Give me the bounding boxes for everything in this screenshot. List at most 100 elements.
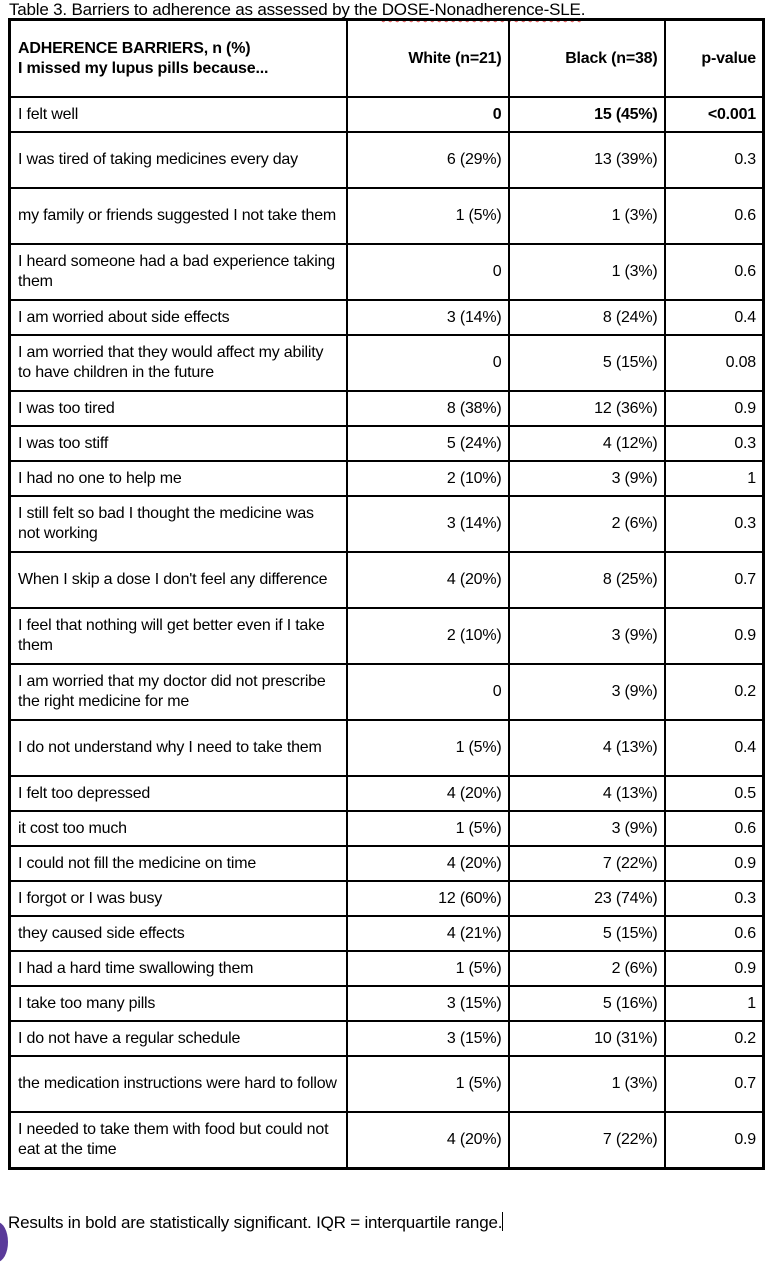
black-value: 3 (9%) (507, 607, 666, 665)
table-row: I felt too depressed 4 (20%) 4 (13%) 0.5 (8, 775, 765, 812)
text-cursor (502, 1212, 504, 1231)
barrier-label: I still felt so bad I thought the medici… (8, 495, 348, 553)
table-row: they caused side effects 4 (21%) 5 (15%) 0.… (8, 915, 765, 952)
black-value: 3 (9%) (507, 663, 666, 721)
p-value: 0.3 (663, 495, 765, 553)
adherence-barriers-table: ADHERENCE BARRIERS, n (%) I missed my lup… (8, 18, 765, 1170)
barrier-label: I do not have a regular schedule (8, 1020, 348, 1057)
white-value: 0 (345, 96, 510, 133)
barrier-label: they caused side effects (8, 915, 348, 952)
table-row: I take too many pills 3 (15%) 5 (16%) 1 (8, 985, 765, 1022)
black-value: 23 (74%) (507, 880, 666, 917)
white-value: 3 (14%) (345, 495, 510, 553)
black-value: 7 (22%) (507, 845, 666, 882)
p-value: 1 (663, 985, 765, 1022)
barrier-label: it cost too much (8, 810, 348, 847)
table-row: I am worried about side effects 3 (14%) 8 … (8, 299, 765, 336)
footnote-text: Results in bold are statistically signif… (8, 1213, 503, 1232)
caption-text: Table 3. Barriers to adherence as assess… (9, 0, 382, 19)
window-corner-decoration (0, 1222, 8, 1262)
white-value: 5 (24%) (345, 425, 510, 462)
barrier-label: I had no one to help me (8, 460, 348, 497)
white-value: 0 (345, 334, 510, 392)
header-p-value: p-value (663, 18, 765, 98)
barrier-label: I was tired of taking medicines every da… (8, 131, 348, 189)
p-value: 1 (663, 460, 765, 497)
barrier-label: I could not fill the medicine on time (8, 845, 348, 882)
table-row: the medication instructions were hard to… (8, 1055, 765, 1113)
header-barriers: ADHERENCE BARRIERS, n (%) I missed my lup… (8, 18, 348, 98)
black-value: 4 (12%) (507, 425, 666, 462)
header-row: ADHERENCE BARRIERS, n (%) I missed my lup… (8, 18, 765, 98)
white-value: 8 (38%) (345, 390, 510, 427)
black-value: 5 (15%) (507, 334, 666, 392)
table-row: I am worried that my doctor did not pres… (8, 663, 765, 721)
barrier-label: I heard someone had a bad experience tak… (8, 243, 348, 301)
black-value: 5 (15%) (507, 915, 666, 952)
white-value: 3 (15%) (345, 985, 510, 1022)
black-value: 7 (22%) (507, 1111, 666, 1170)
barrier-label: I needed to take them with food but coul… (8, 1111, 348, 1170)
header-black: Black (n=38) (507, 18, 666, 98)
table-row: I could not fill the medicine on time 4 (… (8, 845, 765, 882)
header-barriers-line1: ADHERENCE BARRIERS, n (%) (18, 39, 251, 57)
white-value: 1 (5%) (345, 187, 510, 245)
p-value: 0.6 (663, 810, 765, 847)
table-caption: Table 3. Barriers to adherence as assess… (9, 0, 585, 19)
black-value: 12 (36%) (507, 390, 666, 427)
white-value: 0 (345, 243, 510, 301)
barrier-label: I forgot or I was busy (8, 880, 348, 917)
black-value: 2 (6%) (507, 950, 666, 987)
black-value: 2 (6%) (507, 495, 666, 553)
black-value: 3 (9%) (507, 460, 666, 497)
p-value: <0.001 (663, 96, 765, 133)
table-row: I heard someone had a bad experience tak… (8, 243, 765, 301)
p-value: 0.9 (663, 845, 765, 882)
table-row: I needed to take them with food but coul… (8, 1111, 765, 1170)
table-row: I was too tired 8 (38%) 12 (36%) 0.9 (8, 390, 765, 427)
barrier-label: I take too many pills (8, 985, 348, 1022)
barrier-label: I was too stiff (8, 425, 348, 462)
black-value: 4 (13%) (507, 775, 666, 812)
white-value: 1 (5%) (345, 719, 510, 777)
barrier-label: the medication instructions were hard to… (8, 1055, 348, 1113)
black-value: 8 (25%) (507, 551, 666, 609)
black-value: 1 (3%) (507, 243, 666, 301)
white-value: 3 (14%) (345, 299, 510, 336)
p-value: 0.5 (663, 775, 765, 812)
barrier-label: I feel that nothing will get better even… (8, 607, 348, 665)
white-value: 6 (29%) (345, 131, 510, 189)
white-value: 1 (5%) (345, 1055, 510, 1113)
p-value: 0.6 (663, 187, 765, 245)
black-value: 15 (45%) (507, 96, 666, 133)
white-value: 3 (15%) (345, 1020, 510, 1057)
p-value: 0.4 (663, 299, 765, 336)
table-row: I was tired of taking medicines every da… (8, 131, 765, 189)
table-row: I was too stiff 5 (24%) 4 (12%) 0.3 (8, 425, 765, 462)
table-row: I felt well 0 15 (45%) <0.001 (8, 96, 765, 133)
p-value: 0.3 (663, 131, 765, 189)
black-value: 5 (16%) (507, 985, 666, 1022)
p-value: 0.9 (663, 950, 765, 987)
p-value: 0.9 (663, 1111, 765, 1170)
p-value: 0.9 (663, 607, 765, 665)
white-value: 4 (20%) (345, 551, 510, 609)
barrier-label: my family or friends suggested I not tak… (8, 187, 348, 245)
white-value: 1 (5%) (345, 810, 510, 847)
table-row: I am worried that they would affect my a… (8, 334, 765, 392)
white-value: 4 (20%) (345, 1111, 510, 1170)
black-value: 1 (3%) (507, 187, 666, 245)
barrier-label: I had a hard time swallowing them (8, 950, 348, 987)
p-value: 0.3 (663, 425, 765, 462)
table-row: I still felt so bad I thought the medici… (8, 495, 765, 553)
table-row: I do not understand why I need to take t… (8, 719, 765, 777)
table-row: When I skip a dose I don't feel any diff… (8, 551, 765, 609)
p-value: 0.9 (663, 390, 765, 427)
table-row: I do not have a regular schedule 3 (15%) 1… (8, 1020, 765, 1057)
p-value: 0.2 (663, 663, 765, 721)
caption-instrument-name: DOSE-Nonadherence-SLE (381, 0, 581, 19)
barrier-label: I am worried that my doctor did not pres… (8, 663, 348, 721)
p-value: 0.4 (663, 719, 765, 777)
table-row: I had no one to help me 2 (10%) 3 (9%) 1 (8, 460, 765, 497)
white-value: 4 (20%) (345, 845, 510, 882)
